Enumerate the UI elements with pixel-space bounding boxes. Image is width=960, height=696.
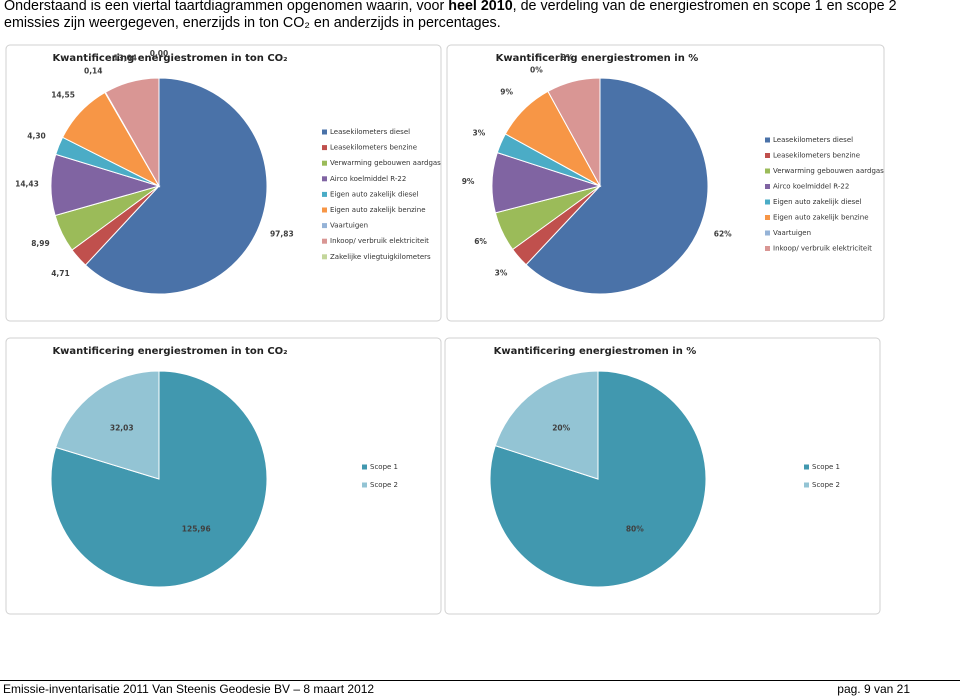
legend-label: Verwarming gebouwen aardgas <box>773 167 884 175</box>
legend-swatch <box>804 464 809 470</box>
data-label: 9% <box>462 177 475 186</box>
legend-label: Scope 2 <box>370 481 398 489</box>
intro-paragraph: Onderstaand is een viertal taartdiagramm… <box>4 0 954 32</box>
legend-swatch <box>362 464 367 470</box>
data-label: 3% <box>472 129 485 138</box>
legend-label: Inkoop/ verbruik elektriciteit <box>773 245 872 253</box>
legend-label: Eigen auto zakelijk diesel <box>773 198 862 206</box>
legend-swatch <box>765 199 770 205</box>
legend-swatch <box>765 246 770 251</box>
legend-label: Eigen auto zakelijk benzine <box>330 206 426 214</box>
legend-label: Eigen auto zakelijk diesel <box>330 190 419 198</box>
chart-title: Kwantificering energiestromen in ton CO₂ <box>52 53 287 64</box>
legend-swatch <box>765 184 770 189</box>
data-label: 0,14 <box>84 67 103 76</box>
legend-swatch <box>765 230 770 236</box>
data-label: 13,04 <box>113 53 137 62</box>
data-label: 0,00 <box>150 49 169 58</box>
intro-text: , de verdeling van de energiestromen en … <box>4 0 897 31</box>
legend-label: Zakelijke vliegtuigkilometers <box>330 253 431 261</box>
data-label: 3% <box>495 268 508 277</box>
data-label: 0% <box>530 65 543 74</box>
legend-swatch <box>765 137 770 143</box>
legend-label: Leasekilometers benzine <box>773 152 860 160</box>
footer-rule <box>0 680 960 681</box>
data-label: 125,96 <box>182 524 211 533</box>
legend-label: Leasekilometers diesel <box>330 128 410 136</box>
legend-swatch <box>322 223 327 229</box>
legend-swatch <box>765 215 770 220</box>
legend-label: Scope 1 <box>370 463 398 471</box>
pie-slice <box>547 77 601 187</box>
legend-swatch <box>804 482 809 488</box>
pie-slice <box>55 370 160 480</box>
legend-swatch <box>362 482 367 488</box>
chart-title: Kwantificering energiestromen in % <box>494 346 697 357</box>
legend-label: Airco koelmiddel R-22 <box>773 183 849 191</box>
legend-swatch <box>322 191 327 197</box>
chart-title: Kwantificering energiestromen in % <box>496 53 699 64</box>
legend-swatch <box>322 238 327 244</box>
data-label: 6% <box>474 237 487 246</box>
intro-bold: heel 2010 <box>448 0 513 14</box>
data-label: 4,30 <box>27 132 46 141</box>
pie-slice <box>525 77 709 295</box>
intro-text: Onderstaand is een viertal taartdiagramm… <box>4 0 445 14</box>
footer-left: Emissie-inventarisatie 2011 Van Steenis … <box>3 682 375 696</box>
legend-swatch <box>322 145 327 151</box>
legend-label: Inkoop/ verbruik elektriciteit <box>330 237 429 245</box>
legend-label: Scope 2 <box>812 481 840 489</box>
legend-label: Eigen auto zakelijk benzine <box>773 214 869 222</box>
legend-swatch <box>765 168 770 174</box>
legend-label: Verwarming gebouwen aardgas <box>330 159 441 167</box>
data-label: 9% <box>500 88 513 97</box>
footer-right: pag. 9 van 21 <box>837 682 910 696</box>
data-label: 8,99 <box>31 239 50 248</box>
legend-label: Airco koelmiddel R-22 <box>330 175 406 183</box>
chart-title: Kwantificering energiestromen in ton CO₂ <box>52 346 287 357</box>
legend-label: Scope 1 <box>812 463 840 471</box>
data-label: 32,03 <box>110 424 134 433</box>
legend-label: Vaartuigen <box>773 229 811 237</box>
legend-swatch <box>322 207 327 213</box>
data-label: 8% <box>561 53 574 62</box>
data-label: 4,71 <box>51 269 70 278</box>
legend-label: Vaartuigen <box>330 222 368 230</box>
legend-swatch <box>322 129 327 135</box>
data-label: 14,55 <box>51 90 75 99</box>
pie-slice <box>494 370 599 480</box>
data-label: 14,43 <box>15 180 39 189</box>
legend-swatch <box>322 160 327 166</box>
data-label: 80% <box>626 525 644 534</box>
data-label: 20% <box>552 423 570 432</box>
data-label: 97,83 <box>270 229 294 238</box>
legend-swatch <box>322 176 327 182</box>
legend-label: Leasekilometers diesel <box>773 136 853 144</box>
legend-swatch <box>322 254 327 260</box>
legend-label: Leasekilometers benzine <box>330 144 417 152</box>
legend-swatch <box>765 153 770 158</box>
data-label: 62% <box>714 230 732 239</box>
pie-slice <box>84 77 268 295</box>
pie-slice <box>489 370 707 588</box>
